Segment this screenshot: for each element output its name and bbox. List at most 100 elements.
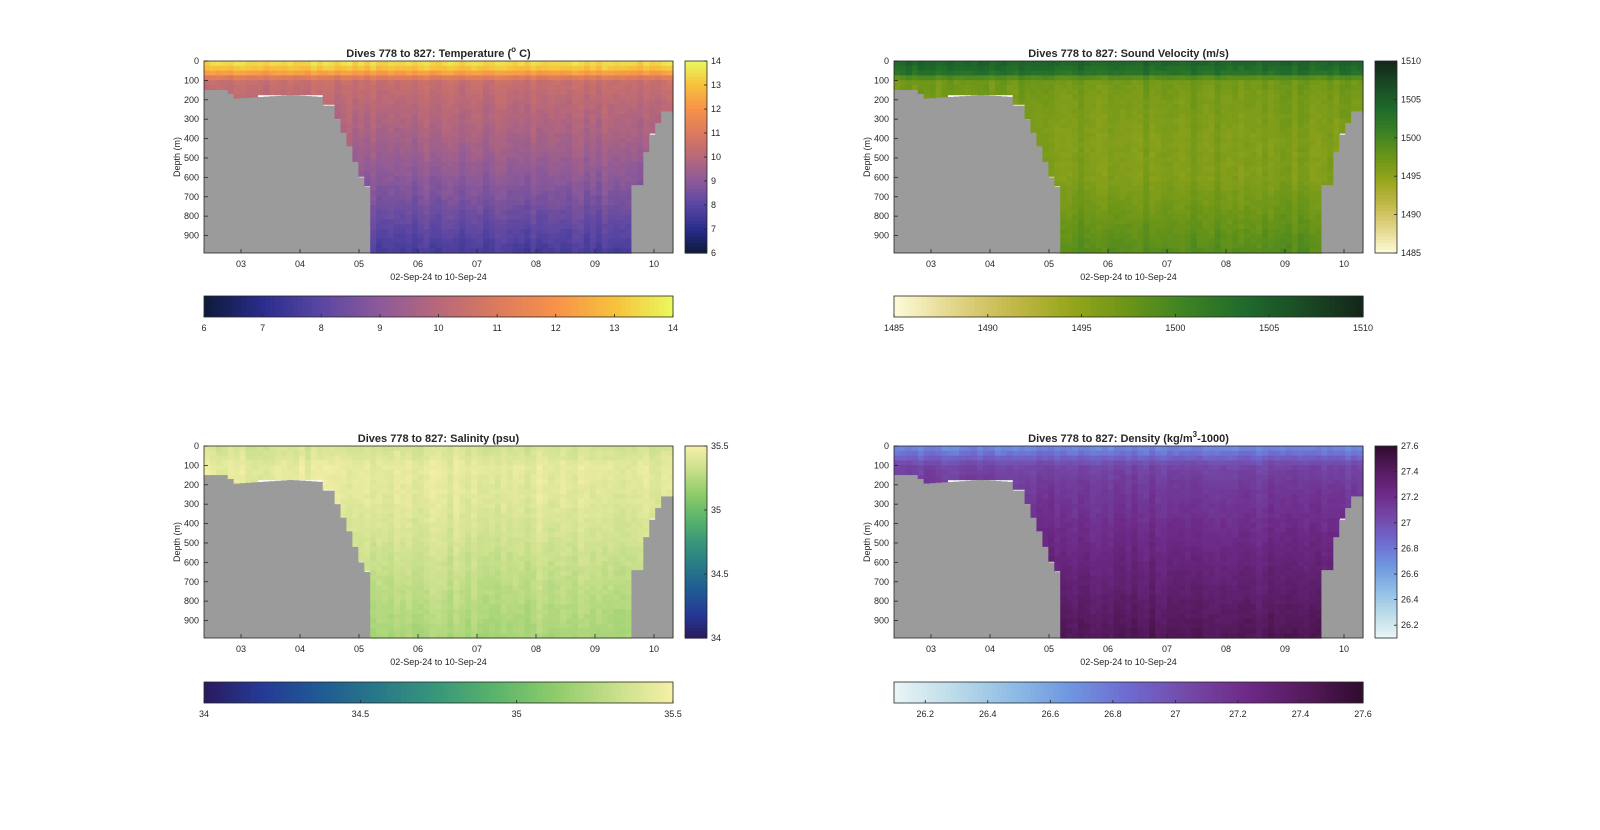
heatmap-cell <box>578 128 585 134</box>
heatmap-cell <box>607 166 615 172</box>
heatmap-cell <box>1083 176 1091 182</box>
heatmap-cell <box>530 85 538 91</box>
bathymetry-land <box>310 96 318 253</box>
heatmap-cell <box>1137 248 1144 254</box>
heatmap-cell <box>1137 80 1144 86</box>
colorbar-tick-label: 13 <box>711 80 721 90</box>
heatmap-cell <box>1083 80 1091 86</box>
heatmap-cell <box>1315 181 1323 187</box>
heatmap-cell <box>625 200 633 206</box>
heatmap-cell <box>1339 118 1346 124</box>
heatmap-cell <box>488 171 496 177</box>
heatmap-cell <box>1220 157 1228 163</box>
heatmap-cell <box>625 214 633 220</box>
heatmap-cell <box>1232 176 1239 182</box>
heatmap-cell <box>625 205 633 211</box>
heatmap-cell <box>1066 147 1073 153</box>
colorbar-segment <box>1375 70 1397 75</box>
bathymetry-land <box>245 97 253 253</box>
heatmap-cell <box>441 233 449 240</box>
heatmap-cell <box>607 85 615 91</box>
colorbar-segment <box>1375 230 1397 235</box>
heatmap-cell <box>382 75 389 81</box>
heatmap-cell <box>1143 109 1150 115</box>
heatmap-cell <box>1232 94 1239 100</box>
heatmap-cell <box>411 80 419 86</box>
heatmap-cell <box>423 104 431 110</box>
heatmap-cell <box>1190 205 1198 211</box>
heatmap-cell <box>578 248 585 254</box>
bathymetry-land <box>1012 105 1020 253</box>
heatmap-cell <box>304 85 312 91</box>
heatmap-cell <box>1131 142 1139 148</box>
heatmap-cell <box>494 224 502 230</box>
heatmap-cell <box>595 214 603 220</box>
heatmap-cell <box>1143 248 1150 254</box>
heatmap-cell <box>1315 243 1323 249</box>
heatmap-cell <box>1321 171 1328 177</box>
heatmap-cell <box>1208 233 1216 240</box>
heatmap-cell <box>1161 166 1168 172</box>
heatmap-cell <box>619 219 627 225</box>
heatmap-cell <box>459 233 466 240</box>
heatmap-cell <box>1327 142 1334 148</box>
heatmap-cell <box>1214 104 1222 110</box>
heatmap-cell <box>1113 185 1121 192</box>
heatmap-cell <box>1030 70 1038 76</box>
heatmap-cell <box>340 80 348 86</box>
heatmap-cell <box>560 75 567 81</box>
heatmap-cell <box>399 70 407 76</box>
heatmap-cell <box>631 147 638 153</box>
heatmap-cell <box>637 113 644 120</box>
heatmap-cell <box>1178 205 1186 211</box>
colorbar-tick-label: 1485 <box>1401 248 1421 258</box>
heatmap-cell <box>1327 157 1334 163</box>
heatmap-cell <box>506 137 514 144</box>
heatmap-cell <box>1244 224 1251 230</box>
heatmap-cell <box>518 142 526 148</box>
heatmap-cell <box>1078 195 1085 201</box>
heatmap-cell <box>287 85 294 91</box>
x-tick-label: 05 <box>1044 259 1054 269</box>
heatmap-cell <box>447 65 454 72</box>
heatmap-cell <box>1101 233 1109 240</box>
heatmap-cell <box>1262 109 1269 115</box>
heatmap-cell <box>1024 65 1032 72</box>
heatmap-cell <box>1303 229 1311 235</box>
heatmap-cell <box>441 209 449 216</box>
heatmap-cell <box>601 209 609 216</box>
heatmap-cell <box>405 200 413 206</box>
heatmap-cell <box>1315 85 1323 91</box>
heatmap-cell <box>637 118 644 124</box>
heatmap-cell <box>518 176 526 182</box>
heatmap-cell <box>423 70 431 76</box>
heatmap-cell <box>1303 147 1311 153</box>
heatmap-cell <box>1214 80 1222 86</box>
heatmap-cell <box>1303 70 1311 76</box>
heatmap-cell <box>298 470 306 476</box>
heatmap-cell <box>613 233 621 240</box>
heatmap-cell <box>1208 205 1216 211</box>
heatmap-cell <box>471 109 478 115</box>
heatmap-cell <box>589 161 597 168</box>
heatmap-cell <box>1333 94 1340 100</box>
heatmap-cell <box>1184 190 1192 196</box>
heatmap-cell <box>1072 243 1079 249</box>
heatmap-cell <box>1250 85 1257 91</box>
heatmap-cell <box>1072 181 1079 187</box>
heatmap-cell <box>221 65 229 72</box>
heatmap-cell <box>1184 248 1192 254</box>
heatmap-cell <box>471 152 478 158</box>
bathymetry-land <box>358 177 365 253</box>
colorbar-segment <box>1375 134 1397 139</box>
colorbar-frame <box>893 295 1364 318</box>
heatmap-cell <box>245 70 253 76</box>
heatmap-cell <box>441 171 449 177</box>
heatmap-cell <box>1279 233 1287 240</box>
heatmap-cell <box>548 75 555 81</box>
heatmap-cell <box>1095 104 1103 110</box>
heatmap-cell <box>471 80 478 86</box>
bathymetry-land <box>977 95 984 253</box>
heatmap-cell <box>447 142 454 148</box>
heatmap-cell <box>661 104 668 110</box>
